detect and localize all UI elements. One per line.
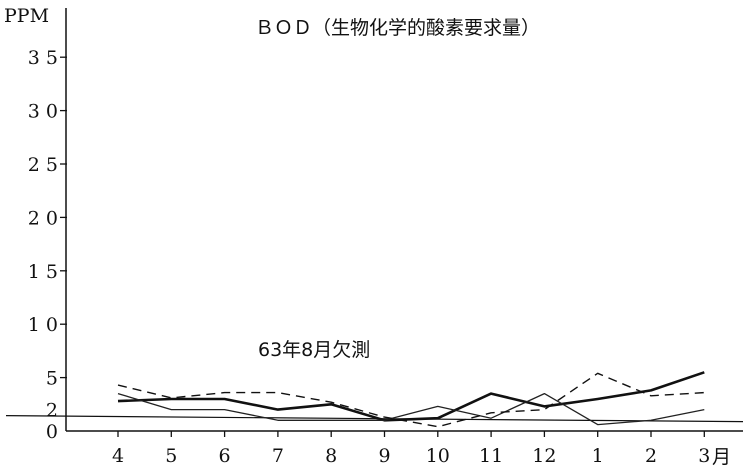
x-tick-label: 11 — [479, 445, 503, 467]
y-tick-label: 1 5 — [28, 261, 58, 283]
x-tick-label: 6 — [219, 445, 231, 467]
x-tick-label: 10 — [426, 445, 450, 467]
chart-title: ＢＯＤ（生物化学的酸素要求量） — [255, 17, 540, 39]
y-axis-label: PPM — [4, 5, 49, 27]
x-tick-label: 8 — [325, 445, 337, 467]
series-line-solid-thick — [117, 371, 705, 422]
x-tick-label: 12 — [532, 445, 556, 467]
x-tick-label: 5 — [165, 445, 177, 467]
x-tick-label: 1 — [592, 445, 604, 467]
x-tick-label: 3 — [698, 445, 710, 467]
y-tick-label: 2 — [46, 400, 58, 422]
x-axis-unit: 月 — [712, 446, 731, 468]
x-tick-label: 9 — [378, 445, 390, 467]
y-tick-label: 5 — [46, 368, 58, 390]
y-tick-label: 3 5 — [28, 47, 58, 69]
series-group — [117, 371, 705, 428]
missing-data-annotation: 63年8月欠測 — [258, 339, 370, 361]
axes — [60, 8, 743, 437]
series-line-solid-thin — [117, 392, 705, 426]
y-tick-label: 3 0 — [28, 101, 58, 123]
x-tick-label: 2 — [645, 445, 657, 467]
y-tick-label: 2 0 — [28, 207, 58, 229]
y-tick-label: 0 — [46, 421, 58, 443]
y-tick-label: 2 5 — [28, 154, 58, 176]
y-tick-label: 1 0 — [28, 314, 58, 336]
x-tick-label: 4 — [112, 445, 124, 467]
x-tick-label: 7 — [272, 445, 284, 467]
